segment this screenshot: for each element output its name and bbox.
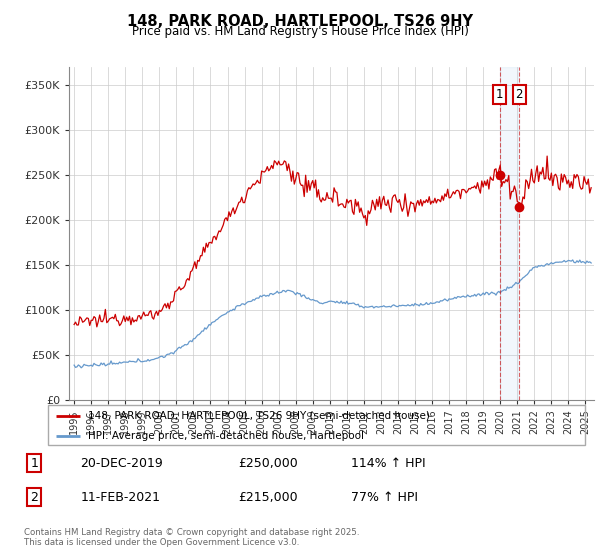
Text: HPI: Average price, semi-detached house, Hartlepool: HPI: Average price, semi-detached house,…: [88, 431, 364, 441]
Text: Contains HM Land Registry data © Crown copyright and database right 2025.
This d: Contains HM Land Registry data © Crown c…: [24, 528, 359, 547]
Text: 2: 2: [30, 491, 38, 503]
Text: 77% ↑ HPI: 77% ↑ HPI: [351, 491, 418, 503]
Text: 1: 1: [496, 88, 503, 101]
Text: 11-FEB-2021: 11-FEB-2021: [80, 491, 160, 503]
Text: 148, PARK ROAD, HARTLEPOOL, TS26 9HY (semi-detached house): 148, PARK ROAD, HARTLEPOOL, TS26 9HY (se…: [88, 411, 430, 421]
Text: 2: 2: [515, 88, 523, 101]
Text: 1: 1: [30, 456, 38, 470]
Text: 20-DEC-2019: 20-DEC-2019: [80, 456, 163, 470]
Text: Price paid vs. HM Land Registry's House Price Index (HPI): Price paid vs. HM Land Registry's House …: [131, 25, 469, 38]
Bar: [500, 67, 520, 400]
Text: 148, PARK ROAD, HARTLEPOOL, TS26 9HY: 148, PARK ROAD, HARTLEPOOL, TS26 9HY: [127, 14, 473, 29]
Text: £250,000: £250,000: [238, 456, 298, 470]
Text: 114% ↑ HPI: 114% ↑ HPI: [351, 456, 426, 470]
Text: £215,000: £215,000: [238, 491, 298, 503]
